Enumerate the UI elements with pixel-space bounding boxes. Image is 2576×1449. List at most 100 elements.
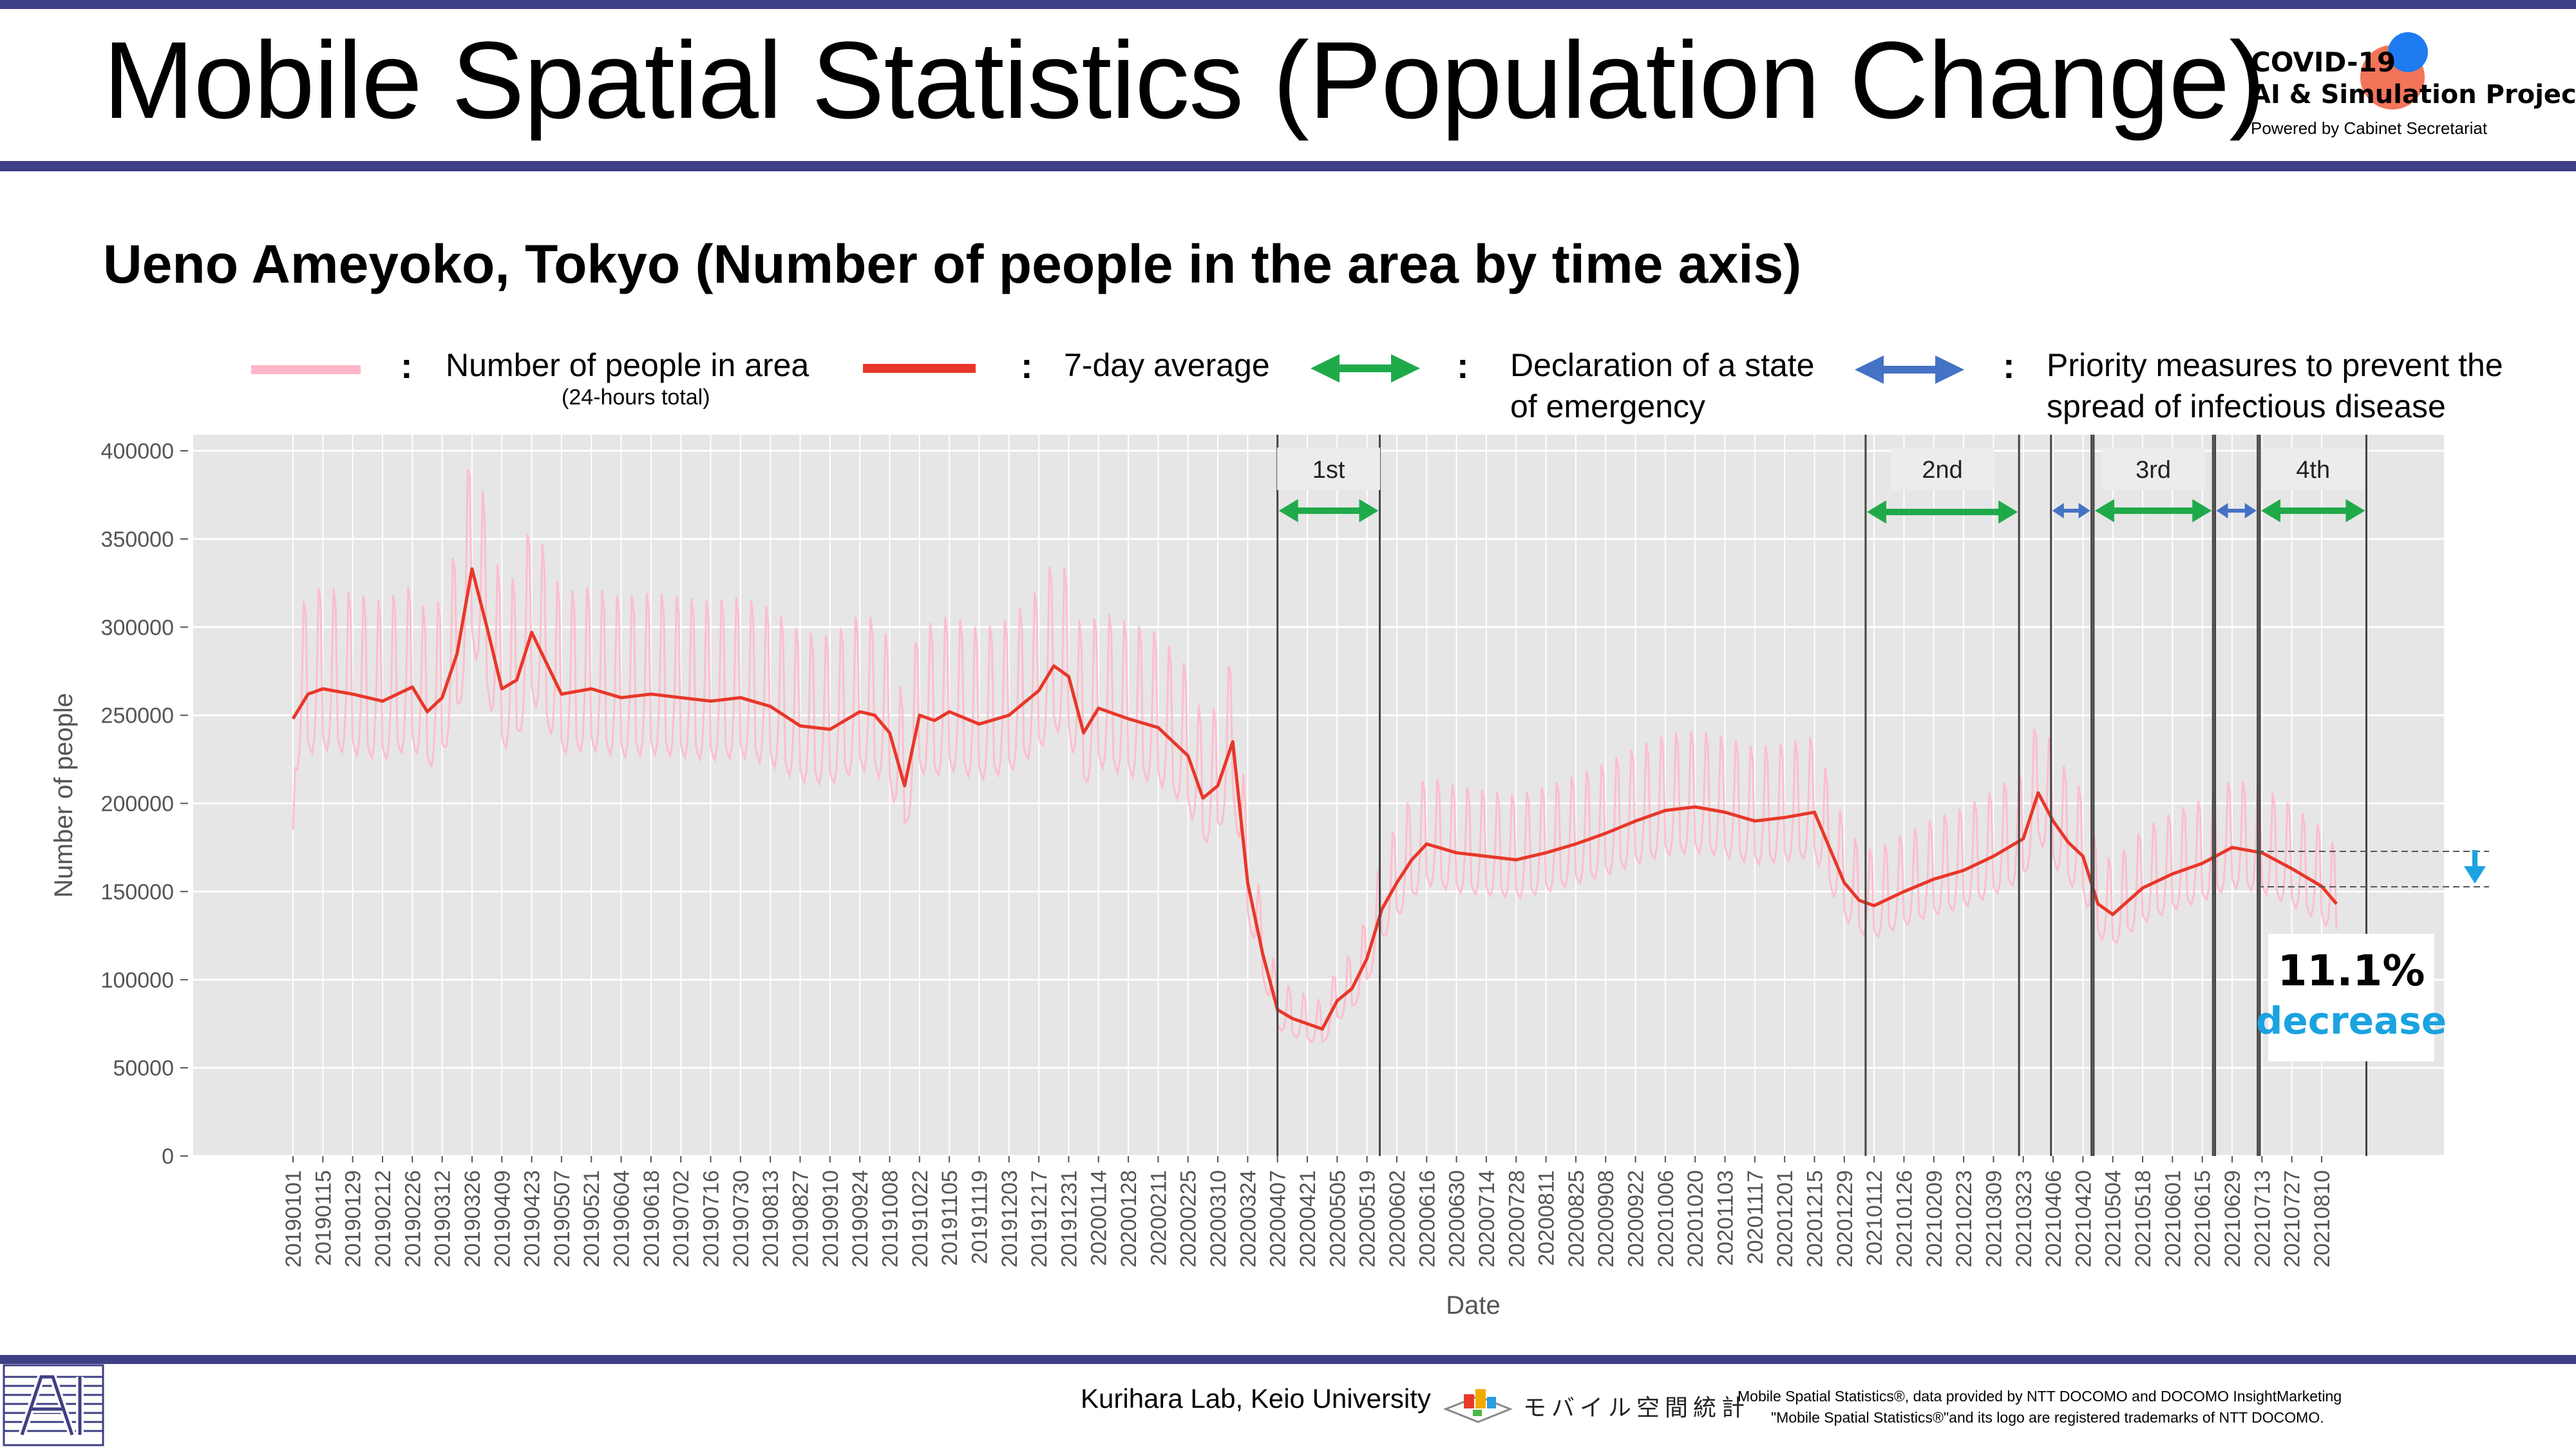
chart-subtitle: Ueno Ameyoko, Tokyo (Number of people in…	[103, 234, 1802, 294]
x-tick-label: 20190924	[848, 1170, 873, 1267]
footer-notice: Mobile Spatial Statistics®, data provide…	[1738, 1386, 2342, 1428]
x-tick-label: 20200908	[1594, 1170, 1618, 1267]
x-tick-label: 20191105	[938, 1170, 962, 1266]
x-tick-label: 20200602	[1385, 1170, 1410, 1267]
footer-top-bar	[0, 1355, 2576, 1364]
axes: 0 50000 100000 150000 200000 250000 300000 3500…	[50, 439, 2334, 1320]
x-tick-label: 20210323	[2012, 1170, 2036, 1267]
x-tick-label: 20190910	[819, 1170, 843, 1267]
period-label-box	[1891, 448, 1994, 490]
x-tick-label: 20191203	[998, 1170, 1022, 1267]
arrow-head-left	[1278, 499, 1298, 522]
x-tick-label: 20200324	[1236, 1170, 1260, 1267]
legend-colon: :	[1457, 345, 1469, 386]
population-chart: : Number of people in area (24-hours tot…	[50, 345, 2503, 1320]
x-tick-label: 20201215	[1803, 1170, 1828, 1267]
x-tick-label: 20200114	[1087, 1170, 1112, 1266]
x-tick-label: 20190521	[580, 1170, 604, 1267]
legend-emergency-arrow-icon	[1311, 354, 1420, 383]
x-tick-label: 20210223	[1952, 1170, 1976, 1267]
grid	[193, 435, 2444, 1157]
arrow-head-left	[1866, 500, 1886, 524]
y-tick-label: 350000	[101, 527, 174, 552]
x-tick-label: 20200728	[1504, 1170, 1529, 1267]
arrow-head-left	[2094, 499, 2114, 522]
x-tick-label: 20201006	[1654, 1170, 1678, 1267]
x-tick-label: 20210209	[1922, 1170, 1947, 1267]
arrow-head-left	[2216, 503, 2228, 518]
emergency-period-arrow-icon	[1278, 499, 1379, 522]
decrease-percent: 11.1%	[2278, 946, 2425, 996]
legend-emergency-line2: of emergency	[1510, 388, 1705, 424]
legend-priority-line2: spread of infectious disease	[2047, 388, 2446, 424]
decrease-annotation: 11.1% decrease	[2256, 850, 2489, 1061]
x-tick-label: 20190716	[699, 1170, 724, 1267]
x-tick-label: 20200811	[1535, 1170, 1559, 1266]
page-title: Mobile Spatial Statistics (Population Ch…	[103, 19, 2266, 142]
x-tick-label: 20210615	[2191, 1170, 2215, 1267]
emergency-period-arrow-icon	[1866, 500, 2018, 524]
mobile-spatial-statistics-logo: モバイル空間統計	[1439, 1380, 1745, 1425]
legend-emergency-line1: Declaration of a state	[1510, 347, 1815, 383]
x-tick-label: 20190507	[550, 1170, 574, 1267]
x-tick-label: 20200310	[1206, 1170, 1231, 1267]
legend-colon: :	[401, 345, 413, 386]
period-label: 4th	[2296, 457, 2330, 484]
legend-priority-line1: Priority measures to prevent the	[2047, 347, 2503, 383]
arrow-head-left	[2052, 503, 2064, 518]
x-tick-label: 20190730	[729, 1170, 753, 1267]
x-tick-label: 20210713	[2250, 1170, 2275, 1267]
period-label: 2nd	[1922, 457, 1962, 484]
header-underline-bar	[0, 161, 2576, 171]
x-tick-label: 20191231	[1057, 1170, 1081, 1267]
x-tick-label: 20200407	[1266, 1170, 1291, 1267]
y-tick-label: 0	[162, 1144, 174, 1169]
logo-line3: Powered by Cabinet Secretariat	[2251, 118, 2488, 138]
legend-average-label: 7-day average	[1064, 347, 1270, 383]
arrow-head-right	[2078, 503, 2090, 518]
cubes-logo-icon	[1443, 1389, 1513, 1423]
x-tick-label: 20190702	[669, 1170, 694, 1267]
x-tick-label: 20190212	[371, 1170, 395, 1267]
arrow-head-left	[2261, 499, 2281, 522]
x-tick-label: 20190409	[490, 1170, 515, 1267]
x-tick-label: 20210112	[1862, 1170, 1887, 1266]
daily-count-line	[292, 469, 2338, 1044]
x-tick-label: 20190326	[460, 1170, 485, 1267]
emergency-period-arrow-icon	[2094, 499, 2212, 522]
x-tick-label: 20201117	[1743, 1170, 1768, 1264]
covid-project-logo: COVID-19 AI & Simulation Project Powered…	[2251, 32, 2576, 148]
legend-colon: :	[1021, 345, 1033, 386]
x-tick-label: 20201229	[1833, 1170, 1857, 1267]
y-tick-label: 250000	[101, 704, 174, 728]
x-axis-title: Date	[1446, 1291, 1501, 1320]
annotation-box	[2268, 934, 2434, 1061]
x-tick-label: 20201201	[1773, 1170, 1797, 1267]
legend-priority-arrow-icon	[1855, 355, 1964, 384]
x-tick-label: 20200421	[1296, 1170, 1320, 1267]
mobile-logo-text: モバイル空間統計	[1523, 1394, 1750, 1421]
period-label: 1st	[1312, 457, 1345, 484]
keio-lab-logo-icon	[3, 1364, 104, 1446]
x-tick-label: 20190423	[520, 1170, 545, 1267]
y-axis-title: Number of people	[50, 693, 78, 898]
x-tick-label: 20190226	[401, 1170, 425, 1267]
blue-circle-icon	[2388, 32, 2428, 72]
x-tick-label: 20200616	[1415, 1170, 1439, 1267]
down-arrow-icon	[2464, 850, 2486, 884]
priority-period-arrow-icon	[2052, 503, 2090, 518]
x-tick-label: 20210126	[1892, 1170, 1917, 1267]
x-tick-label: 20191119	[967, 1170, 992, 1264]
arrow-head-right	[2345, 499, 2365, 522]
x-tick-label: 20210629	[2221, 1170, 2245, 1267]
x-tick-label: 20191217	[1027, 1170, 1052, 1267]
x-tick-label: 20200505	[1325, 1170, 1350, 1267]
x-tick-label: 20200714	[1475, 1170, 1499, 1267]
period-label: 3rd	[2136, 457, 2171, 484]
x-tick-label: 20190604	[610, 1170, 634, 1267]
x-tick-label: 20201020	[1683, 1170, 1708, 1267]
average-series	[291, 567, 2338, 1031]
x-tick-label: 20191022	[908, 1170, 933, 1267]
x-tick-label: 20201103	[1714, 1170, 1738, 1266]
emergency-period-arrow-icon	[2261, 499, 2365, 522]
